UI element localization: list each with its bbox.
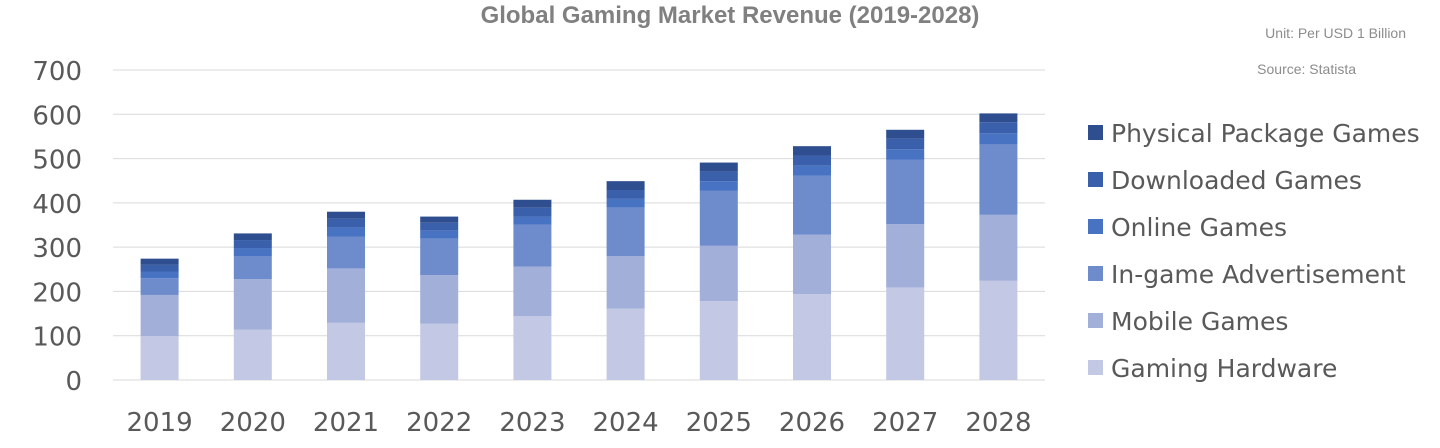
x-tick-label: 2027 (872, 408, 938, 438)
legend-label: In-game Advertisement (1111, 260, 1406, 289)
bar-segment (420, 222, 459, 231)
bar-segment (420, 323, 459, 380)
bar-segment (513, 216, 552, 225)
bar-segment (886, 159, 925, 225)
x-tick-label: 2028 (965, 408, 1031, 438)
bar-segment (327, 227, 365, 237)
x-tick-label: 2024 (593, 408, 659, 438)
bar-segment (793, 146, 831, 156)
bar-segment (606, 207, 645, 256)
x-tick-label: 2021 (313, 408, 379, 438)
bar-segment (327, 211, 365, 219)
bar-segment (606, 181, 645, 191)
bar-segment (140, 264, 179, 272)
bar-segment (793, 175, 831, 235)
y-tick-label: 100 (32, 323, 82, 353)
y-tick-label: 400 (32, 190, 82, 220)
bar-segment (886, 224, 925, 288)
y-tick-label: 500 (32, 146, 82, 176)
x-tick-label: 2019 (127, 408, 193, 438)
x-tick-label: 2025 (686, 408, 752, 438)
x-tick-label: 2020 (220, 408, 286, 438)
bar-segment (979, 144, 1018, 215)
bar-segment (233, 233, 272, 241)
bar-segment (979, 133, 1018, 145)
bar-segment (420, 238, 459, 276)
chart-title: Global Gaming Market Revenue (2019-2028) (480, 2, 980, 29)
bar-segment (513, 224, 552, 267)
legend-label: Physical Package Games (1111, 119, 1420, 148)
legend-swatch (1088, 125, 1103, 140)
bar-segment (979, 113, 1018, 123)
bar-segment (513, 207, 552, 217)
bar-segment (886, 149, 925, 160)
bar-segment (513, 266, 552, 317)
bar-segment (233, 329, 272, 380)
bar-segment (606, 256, 645, 309)
legend-swatch (1088, 219, 1103, 234)
bar-segment (327, 268, 365, 323)
legend-swatch (1088, 266, 1103, 281)
bar-segment (699, 190, 738, 246)
bar-segment (420, 230, 459, 239)
bar-segment (793, 165, 831, 176)
bar-segment (886, 287, 925, 380)
bar-segment (793, 294, 831, 380)
bar-segment (699, 171, 738, 182)
bar-segment (327, 218, 365, 228)
unit-note: Unit: Per USD 1 Billion (1265, 25, 1406, 41)
bar-segment (699, 162, 738, 172)
bar-segment (886, 129, 925, 139)
legend-label: Mobile Games (1111, 307, 1288, 336)
bar-segment (606, 198, 645, 208)
bar-segment (140, 278, 179, 295)
bar-segment (606, 190, 645, 199)
bar-segment (886, 138, 925, 150)
bar-segment (233, 279, 272, 330)
bar-segment (140, 336, 179, 380)
bar-segment (513, 199, 552, 208)
bar-segment (793, 234, 831, 295)
x-tick-label: 2026 (779, 408, 845, 438)
legend-swatch (1088, 313, 1103, 328)
bar-segment (979, 214, 1018, 281)
y-tick-label: 0 (65, 367, 82, 397)
bar-segment (420, 216, 459, 223)
bar-segment (979, 122, 1018, 134)
source-note: Source: Statista (1257, 61, 1356, 77)
bar-segment (233, 256, 272, 280)
bar-segment (699, 181, 738, 191)
legend-label: Downloaded Games (1111, 166, 1362, 195)
bar-segment (513, 316, 552, 380)
bar-segment (699, 245, 738, 302)
y-tick-label: 600 (32, 101, 82, 131)
bar-segment (327, 322, 365, 380)
bar-segment (140, 258, 179, 265)
bar-segment (140, 271, 179, 279)
bar-segment (233, 248, 272, 256)
y-tick-label: 300 (32, 234, 82, 264)
bar-segment (699, 301, 738, 380)
legend-swatch (1088, 360, 1103, 375)
legend-swatch (1088, 172, 1103, 187)
x-tick-label: 2022 (406, 408, 472, 438)
legend-label: Online Games (1111, 213, 1287, 242)
bar-segment (233, 240, 272, 249)
bar-segment (979, 280, 1018, 380)
y-tick-label: 200 (32, 278, 82, 308)
bar-segment (327, 236, 365, 269)
bar-segment (793, 155, 831, 166)
legend-label: Gaming Hardware (1111, 354, 1337, 383)
bar-segment (140, 294, 179, 337)
y-tick-label: 700 (32, 57, 82, 87)
bar-segment (420, 275, 459, 324)
bar-segment (606, 308, 645, 380)
x-tick-label: 2023 (499, 408, 565, 438)
